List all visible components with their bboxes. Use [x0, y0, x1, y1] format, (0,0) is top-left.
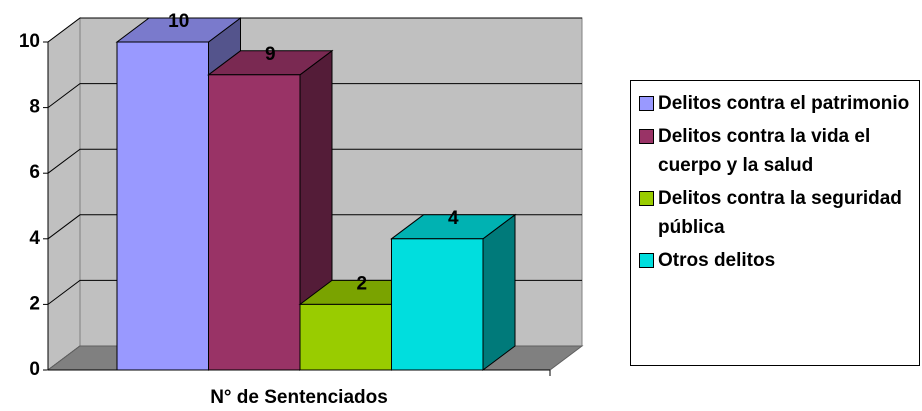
- y-tick-label: 4: [29, 228, 40, 249]
- bar: [207, 49, 334, 371]
- grid-line: [47, 17, 582, 43]
- y-tick-label: 6: [29, 162, 40, 183]
- legend-swatch: [639, 253, 654, 268]
- y-tick-label: 2: [29, 293, 40, 314]
- legend-label: Otros delitos: [658, 250, 776, 271]
- bar-front: [299, 303, 392, 371]
- y-tick-label: 10: [19, 31, 40, 52]
- bar-side: [482, 213, 516, 371]
- legend-swatch: [639, 191, 654, 206]
- legend-item: Otros delitos: [639, 246, 919, 275]
- y-tick-label: 8: [29, 97, 40, 118]
- grid-line: [47, 214, 582, 240]
- legend-label: Delitos contra la seguridad pública: [658, 188, 902, 238]
- legend: Delitos contra el patrimonio Delitos cont…: [630, 80, 920, 366]
- data-label: 9: [265, 44, 276, 65]
- bar: [390, 213, 517, 371]
- bar-front: [208, 74, 301, 371]
- legend-label: Delitos contra el patrimonio: [658, 93, 910, 114]
- legend-item: Delitos contra el patrimonio: [639, 89, 919, 118]
- bar-front: [116, 41, 209, 371]
- data-label: 10: [168, 11, 189, 32]
- legend-swatch: [639, 129, 654, 144]
- x-tick-label: N° de Sentenciados: [210, 387, 388, 408]
- legend-label: Delitos contra la vida el cuerpo y la sa…: [658, 126, 871, 176]
- legend-item: Delitos contra la seguridad pública: [639, 184, 919, 242]
- grid-line: [47, 148, 582, 174]
- data-label: 2: [356, 273, 367, 294]
- y-tick-label: 0: [29, 359, 40, 380]
- legend-item: Delitos contra la vida el cuerpo y la sa…: [639, 122, 919, 180]
- grid-line: [47, 83, 582, 108]
- side-wall: [47, 17, 81, 371]
- legend-swatch: [639, 96, 654, 111]
- data-label: 4: [448, 208, 459, 229]
- bar-front: [391, 238, 484, 371]
